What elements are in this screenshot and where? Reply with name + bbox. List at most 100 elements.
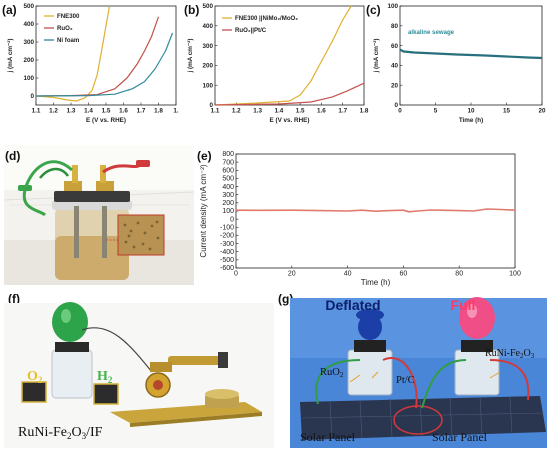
y-tick-label: 0	[209, 102, 213, 109]
y-tick-label: 300	[202, 43, 213, 50]
y-tick-label: 60	[391, 43, 399, 50]
y-tick-label: 300	[222, 192, 234, 199]
x-tick-label: 10	[467, 108, 475, 115]
panel-label-f: (f)	[8, 292, 20, 306]
svg-text:H2: H2	[97, 369, 113, 385]
series-line-0	[399, 48, 543, 60]
panel-label-g: (g)	[278, 292, 293, 306]
y-axis-label: j (mA cm⁻²)	[7, 39, 14, 74]
x-tick-label: 0	[234, 271, 238, 278]
x-tick-label: 1.6	[119, 108, 128, 115]
series-line-2	[35, 32, 174, 97]
series-line-0	[35, 5, 111, 102]
x-tick-label: 60	[400, 271, 408, 278]
svg-text:RuNi-Fe2O3: RuNi-Fe2O3	[485, 348, 535, 360]
y-tick-label: 400	[222, 184, 234, 191]
x-tick-label: 1.	[173, 108, 179, 115]
legend-label-1: RuO₂||Pt/C	[235, 27, 267, 34]
x-tick-label: 1.4	[274, 108, 283, 115]
panel-label-b: (b)	[184, 3, 199, 17]
runife-g-sub1: 2	[520, 352, 524, 360]
y-tick-label: 100	[23, 75, 34, 82]
x-axis-label: Time (h)	[361, 278, 391, 287]
o2-label: O	[27, 369, 38, 384]
ruo2-label: RuO	[320, 367, 340, 378]
chart-e: 0 20 40 60 80 100-600-500-400-300-200-1000100…	[199, 151, 521, 287]
caption-f-sub1: 2	[67, 431, 72, 441]
x-axis-label: Time (h)	[459, 117, 483, 124]
x-tick-label: 1.5	[102, 108, 111, 115]
runife-g-mid: O	[524, 348, 531, 359]
panel-g: (g)	[278, 292, 547, 448]
deflated-label: Deflated	[325, 297, 380, 313]
svg-text:RuNi-Fe2O3/IF: RuNi-Fe2O3/IF	[18, 425, 103, 441]
x-tick-label: 100	[509, 271, 521, 278]
x-tick-label: 1.2	[232, 108, 241, 115]
svg-text:O2: O2	[27, 369, 43, 385]
x-tick-label: 0	[398, 108, 402, 115]
y-tick-label: 100	[387, 3, 398, 10]
x-tick-label: 1.8	[154, 108, 163, 115]
y-tick-label: 700	[222, 159, 234, 166]
chart-b: 1.1 1.2 1.3 1.4 1.5 1.6 1.7 1.8 0 100 200 300 400 500…	[187, 3, 369, 124]
x-tick-label: 5	[434, 108, 438, 115]
x-tick-label: 1.8	[360, 108, 369, 115]
caption-f-main: RuNi-Fe	[18, 425, 67, 440]
x-tick-label: 1.1	[211, 108, 220, 115]
x-tick-label: 1.7	[338, 108, 347, 115]
panel-c: (c) 0 5 10 15 20 0 20 40 60 80 100 Time (h) j (mA cm…	[366, 3, 546, 124]
svg-text:RuO2: RuO2	[320, 367, 344, 379]
y-tick-label: -200	[220, 233, 234, 240]
panel-a: (a) 1.1 1.2 1.3 1.4 1.5 1.6 1.7 1.8 1. 0 100 200 300…	[2, 3, 179, 124]
y-tick-label: 0	[394, 102, 398, 109]
chart-c: 0 5 10 15 20 0 20 40 60 80 100 Time (h) j (mA cm⁻²) a…	[373, 3, 546, 124]
y-tick-label: 500	[202, 3, 213, 10]
ptc-label: Pt/C	[396, 375, 415, 386]
stirling-engine-photo: O2 H2 RuNi-Fe2O3/IF	[4, 302, 274, 448]
x-tick-label: 20	[538, 108, 546, 115]
y-tick-label: 0	[230, 216, 234, 223]
h2-subscript: 2	[108, 375, 113, 385]
y-tick-label: 0	[30, 93, 34, 100]
legend-label-0: FNE300 ||NiMo₂/MoO₂	[235, 15, 298, 22]
plot-frame	[214, 5, 365, 106]
x-axis-label: E (V vs. RHE)	[270, 117, 310, 124]
electrolysis-cell-photo	[3, 145, 195, 285]
caption-f-sub2: 3	[82, 431, 87, 441]
x-tick-label: 1.3	[67, 108, 76, 115]
y-tick-label: 100	[222, 208, 234, 215]
y-tick-label: 20	[391, 82, 399, 89]
y-tick-label: 600	[222, 167, 234, 174]
chart-a: 1.1 1.2 1.3 1.4 1.5 1.6 1.7 1.8 1. 0 100 200 300 400 5…	[7, 3, 179, 124]
y-tick-label: -600	[220, 265, 234, 272]
series-line-0	[235, 208, 516, 213]
y-tick-label: 200	[23, 57, 34, 64]
panel-label-a: (a)	[2, 3, 17, 17]
solar-panel-right-label: Solar Panel	[432, 430, 488, 444]
y-tick-label: 400	[23, 21, 34, 28]
panel-f: (f) O2	[4, 292, 274, 448]
y-tick-label: 80	[391, 23, 399, 30]
x-tick-label: 1.6	[317, 108, 326, 115]
legend-label-1: RuO₂	[57, 25, 73, 32]
solar-electrolysis-photo: Deflated Full RuO2 Pt/C RuNi-Fe2O3 Solar…	[290, 297, 547, 448]
legend-label-0: FNE300	[57, 13, 80, 20]
y-tick-label: 200	[202, 63, 213, 70]
panel-e: (e) 0 20 40 60 80 100 -600-500-400-300-200 -100…	[197, 149, 521, 287]
legend-label-2: Ni foam	[57, 37, 80, 44]
plot-frame	[35, 5, 177, 106]
x-tick-label: 15	[503, 108, 511, 115]
ruo2-subscript: 2	[340, 371, 344, 379]
y-tick-label: 400	[202, 23, 213, 30]
y-tick-label: -500	[220, 257, 234, 264]
y-axis-label: j (mA cm⁻²)	[187, 39, 194, 74]
chart-annotation: alkaline sewage	[408, 29, 455, 36]
x-tick-label: 1.1	[32, 108, 41, 115]
y-tick-label: 300	[23, 39, 34, 46]
y-tick-label: 500	[222, 176, 234, 183]
y-tick-label: 200	[222, 200, 234, 207]
y-tick-label: 500	[23, 3, 34, 10]
y-tick-label: -400	[220, 249, 234, 256]
x-tick-label: 40	[344, 271, 352, 278]
h2-label: H	[97, 369, 108, 384]
